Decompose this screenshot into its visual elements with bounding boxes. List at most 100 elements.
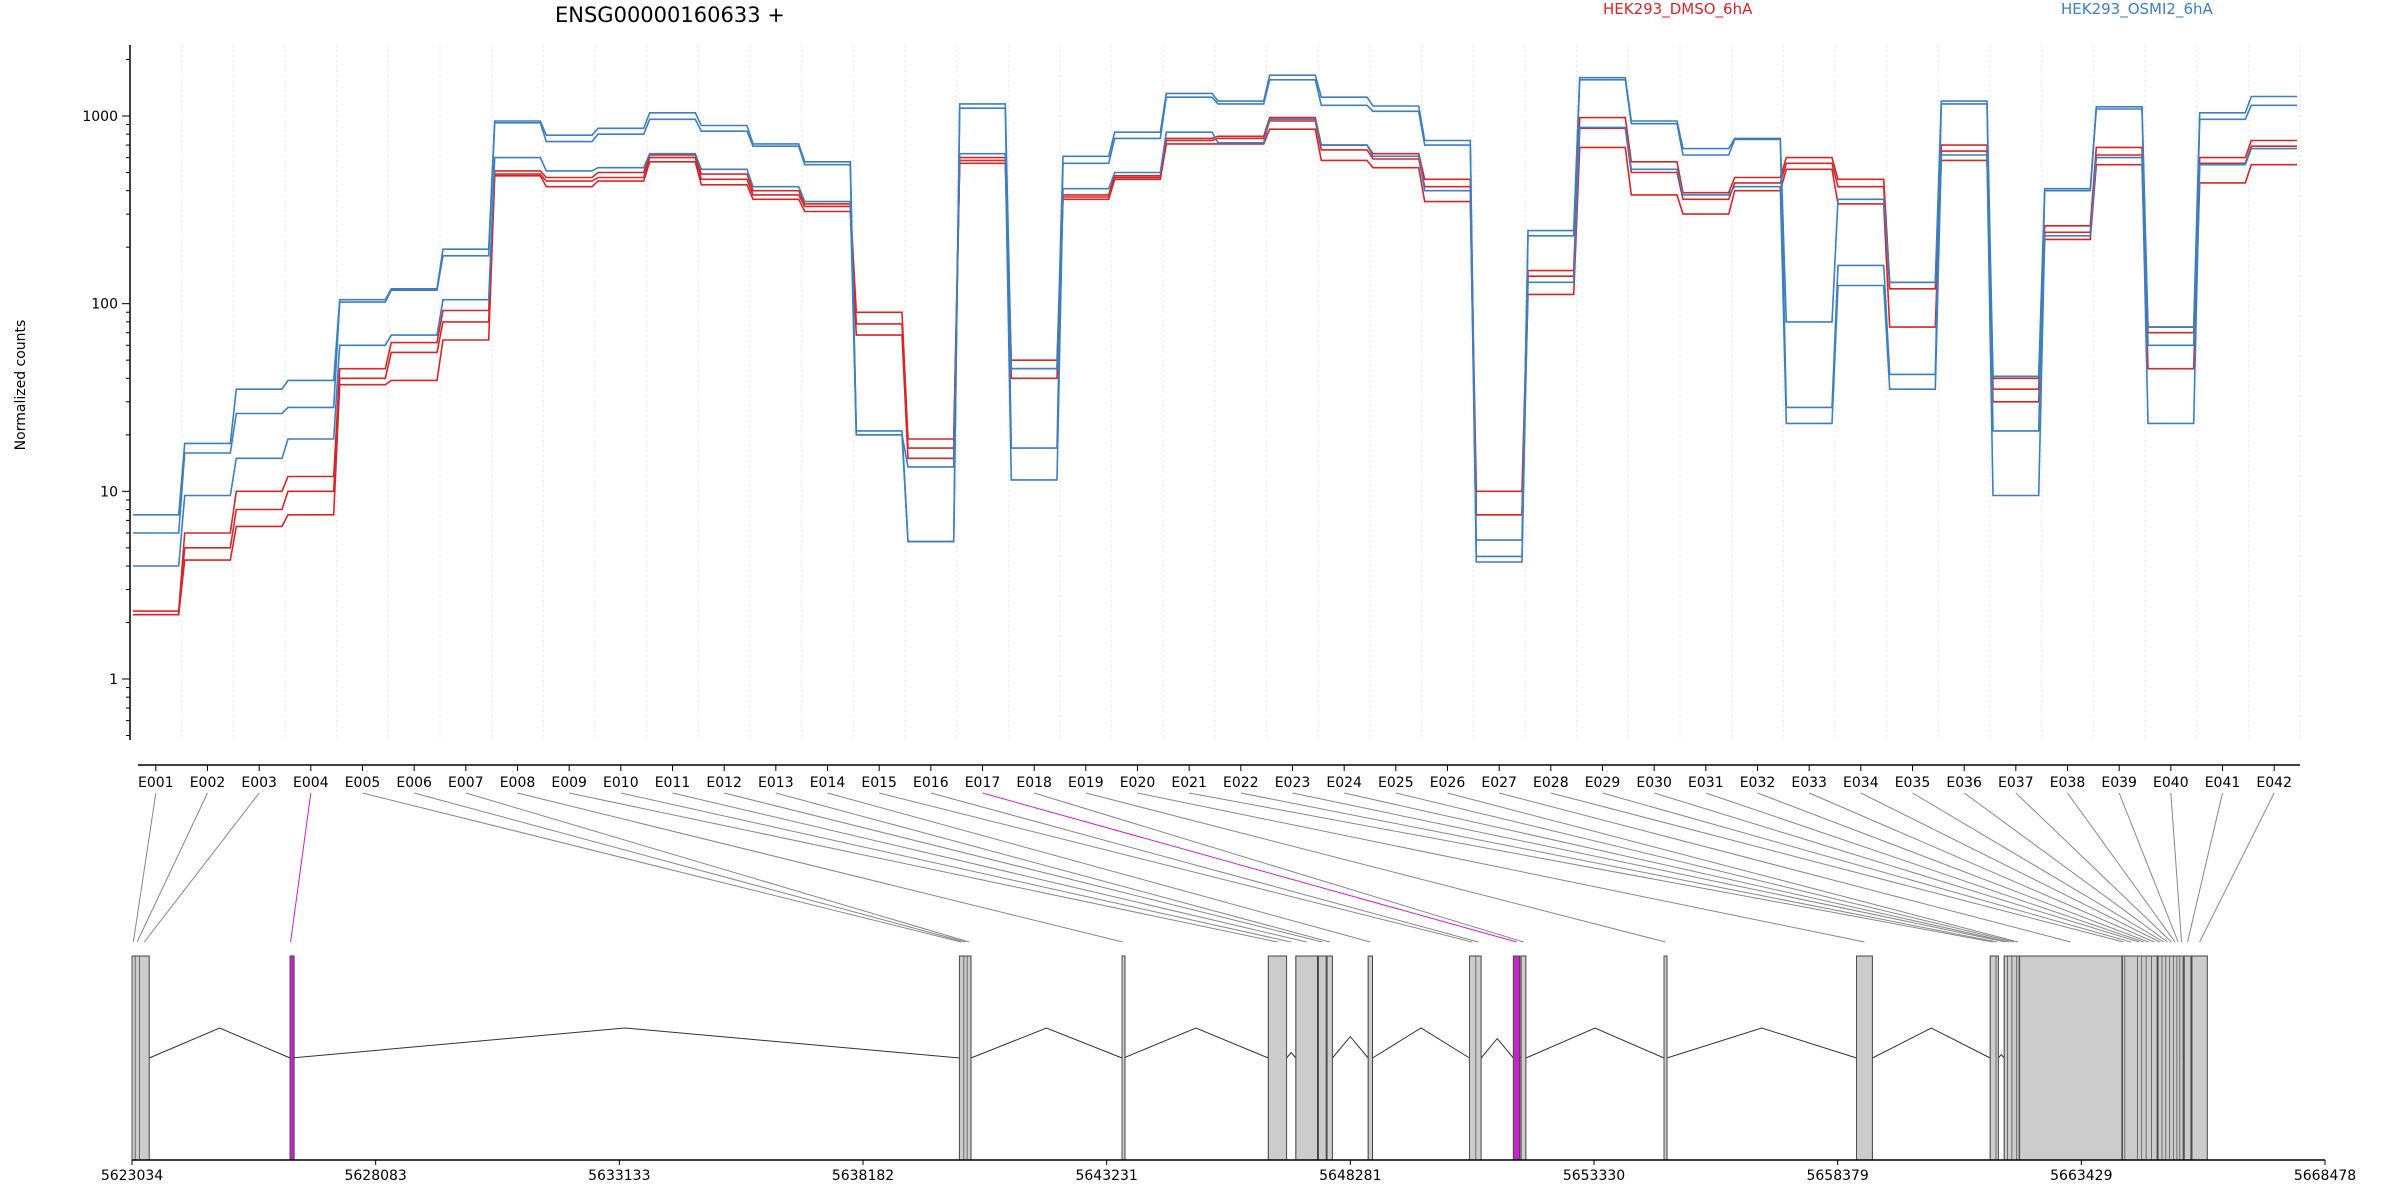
- exon-connector: [1808, 792, 2155, 943]
- exon-connector: [1137, 792, 1865, 943]
- x-tick-label: E023: [1275, 775, 1311, 791]
- exon-box: [1989, 955, 1999, 1161]
- x-axis: E001 E002 E003 E004 E005 E006 E007 E008 E009 E010…: [138, 764, 2300, 791]
- x-tick-label: E027: [1481, 775, 1517, 791]
- exon-box: [131, 955, 150, 1161]
- exon-connector: [620, 792, 1292, 943]
- y-axis-label: Normalized counts: [13, 320, 29, 451]
- exon-connector: [930, 792, 1479, 943]
- intron-line: [149, 1027, 291, 1059]
- exon-connector: [1654, 792, 2140, 943]
- highlighted-exon-connector: [290, 792, 312, 943]
- exon-connector: [879, 792, 1473, 943]
- series-line: [133, 118, 2297, 567]
- exon-connector: [362, 792, 962, 943]
- exon-connector: [143, 792, 260, 943]
- x-tick-label: E003: [241, 775, 277, 791]
- x-tick-label: E024: [1326, 775, 1362, 791]
- x-tick-label: E015: [861, 775, 897, 791]
- exon-connector: [1085, 792, 1666, 943]
- exon-connector: [775, 792, 1330, 943]
- x-tick-label: E008: [500, 775, 536, 791]
- exon-connector: [1240, 792, 1998, 943]
- x-tick-label: E041: [2205, 775, 2241, 791]
- x-tick-label: E014: [810, 775, 846, 791]
- x-tick-label: E042: [2256, 775, 2292, 791]
- y-axis: 1 10 100 1000: [82, 45, 131, 740]
- y-tick-label: 1: [109, 672, 118, 688]
- exon-connector: [1963, 792, 2168, 943]
- y-tick-label: 100: [91, 297, 118, 313]
- exon-box: [1367, 955, 1373, 1161]
- intron-line: [1286, 1051, 1297, 1059]
- exon-connector: [1602, 792, 2131, 943]
- coordinate-tick-label: 5638182: [832, 1168, 894, 1184]
- exon-box: [1469, 955, 1482, 1161]
- x-tick-label: E006: [396, 775, 432, 791]
- exon-box: [1663, 955, 1668, 1161]
- exon-box: [1318, 955, 1327, 1161]
- coordinate-tick-label: 5653330: [1563, 1168, 1625, 1184]
- highlighted-exon-box: [289, 955, 295, 1161]
- x-tick-label: E026: [1430, 775, 1466, 791]
- exon-connector: [1292, 792, 2006, 943]
- coordinate-tick-label: 5633133: [588, 1168, 650, 1184]
- exon-box: [1295, 955, 1319, 1161]
- x-tick-label: E038: [2050, 775, 2086, 791]
- x-tick-label: E029: [1585, 775, 1621, 791]
- x-tick-label: E025: [1378, 775, 1414, 791]
- x-tick-label: E036: [1946, 775, 1982, 791]
- x-tick-label: E010: [603, 775, 639, 791]
- x-tick-label: E013: [758, 775, 794, 791]
- highlighted-exon-connector: [982, 792, 1517, 943]
- exon-box: [1121, 955, 1126, 1161]
- x-tick-label: E018: [1016, 775, 1052, 791]
- exon-connector: [1447, 792, 2019, 943]
- x-tick-label: E016: [913, 775, 949, 791]
- exon-connector: [132, 792, 157, 943]
- exon-connector: [414, 792, 966, 943]
- x-tick-label: E022: [1223, 775, 1259, 791]
- y-tick-label: 10: [100, 484, 118, 500]
- exon-box: [1326, 955, 1333, 1161]
- coordinate-tick-label: 5628083: [344, 1168, 406, 1184]
- exon-connector: [1860, 792, 2161, 943]
- exon-connector: [1757, 792, 2149, 943]
- x-tick-label: E002: [190, 775, 226, 791]
- exon-connector: [136, 792, 208, 943]
- gene-model: [131, 955, 2208, 1161]
- intron-line: [291, 1027, 960, 1059]
- coordinate-tick-label: 5648281: [1319, 1168, 1381, 1184]
- coordinate-tick-label: 5643231: [1075, 1168, 1137, 1184]
- x-tick-label: E007: [448, 775, 484, 791]
- exon-connector: [465, 792, 970, 943]
- intron-line: [1480, 1037, 1514, 1059]
- exon-box: [1520, 955, 1527, 1161]
- exon-box: [958, 955, 972, 1161]
- exon-connector: [827, 792, 1371, 943]
- exon-connector: [517, 792, 1123, 943]
- exon-connector: [1189, 792, 1993, 943]
- exon-connector: [2170, 792, 2183, 943]
- intron-line: [1123, 1027, 1269, 1059]
- x-tick-label: E012: [706, 775, 742, 791]
- exon-box: [2019, 955, 2123, 1161]
- exon-connector: [2067, 792, 2176, 943]
- intron-line: [970, 1027, 1123, 1059]
- coordinate-tick-label: 5663429: [2050, 1168, 2112, 1184]
- coordinate-tick-label: 5668478: [2294, 1168, 2356, 1184]
- x-tick-label: E034: [1843, 775, 1879, 791]
- exon-connector: [1550, 792, 2124, 943]
- intron-line: [1872, 1027, 1991, 1059]
- intron-line: [1666, 1027, 1857, 1059]
- intron-line: [1998, 1053, 2005, 1059]
- x-tick-label: E017: [965, 775, 1001, 791]
- exon-connector: [1344, 792, 2010, 943]
- exon-connector: [1395, 792, 2015, 943]
- exon-box: [1856, 955, 1873, 1161]
- legend-entry-dmso: HEK293_DMSO_6hA: [1603, 0, 1753, 19]
- highlighted-exon-box: [1512, 955, 1521, 1161]
- x-tick-label: E005: [345, 775, 381, 791]
- x-tick-label: E011: [655, 775, 691, 791]
